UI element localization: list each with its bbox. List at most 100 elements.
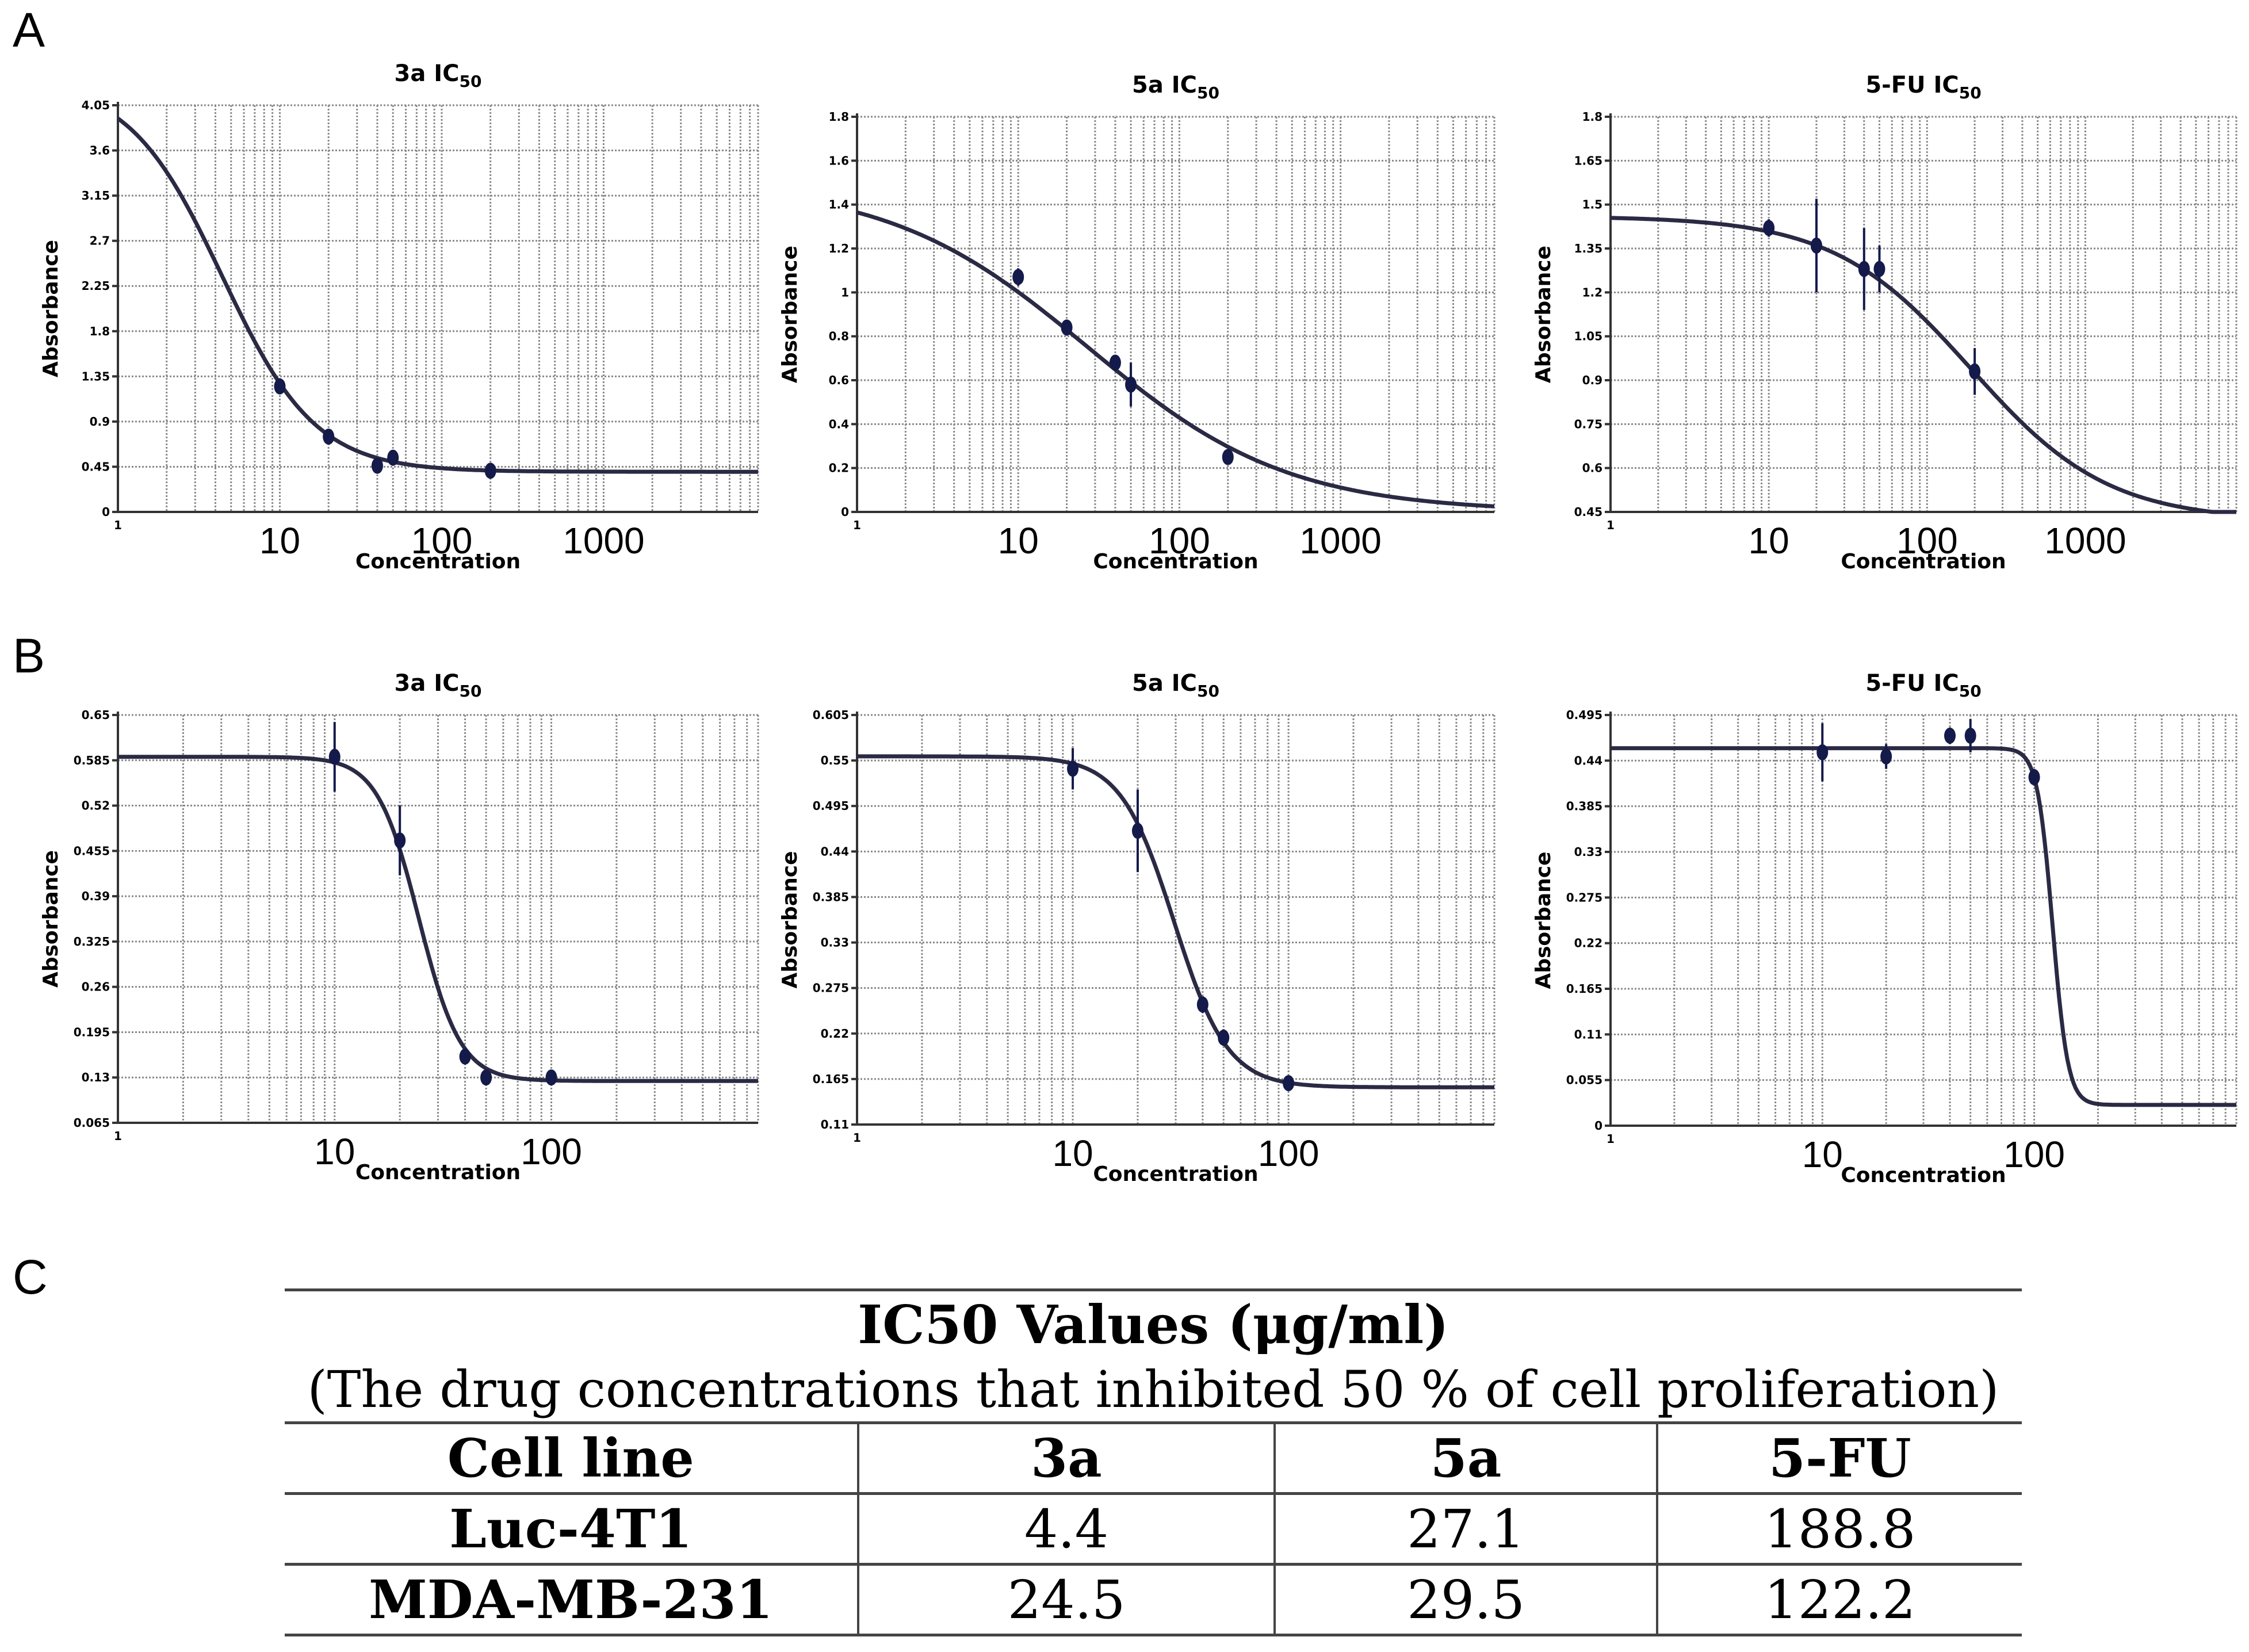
y-tick-label: 0.4 [829, 417, 849, 431]
y-tick-label: 0.44 [821, 844, 849, 858]
data-point [2028, 769, 2040, 786]
x-tick-label: 10 [1052, 1133, 1093, 1174]
y-tick-label: 4.05 [82, 98, 110, 112]
y-tick-label: 0 [102, 505, 110, 519]
row-value-5a: 27.1 [1273, 1493, 1657, 1565]
data-point [1816, 744, 1829, 760]
y-tick-label: 1.8 [90, 324, 110, 338]
data-point [480, 1069, 492, 1086]
table-title: IC50 Values (μg/ml) [858, 1294, 1449, 1356]
fit-curve [118, 755, 758, 1083]
y-tick-label: 0.385 [1566, 800, 1602, 813]
data-point [1283, 1075, 1295, 1092]
y-tick-label: 0.45 [82, 460, 110, 473]
x-origin-label: 1 [1607, 1132, 1615, 1146]
x-tick-label: 100 [1149, 520, 1210, 561]
y-tick-label: 0.165 [1566, 982, 1602, 996]
y-tick-label: 1 [841, 285, 849, 299]
x-tick-label: 100 [521, 1131, 582, 1172]
y-tick-label: 0.385 [813, 890, 849, 904]
y-tick-label: 0.11 [821, 1118, 849, 1131]
data-point [1125, 376, 1137, 393]
chart-title-subscript: 50 [1197, 682, 1219, 701]
ic50-table: IC50 Values (μg/ml) (The drug concentrat… [285, 1288, 2022, 1636]
y-tick-label: 1.8 [829, 110, 849, 124]
y-tick-label: 0.9 [1582, 373, 1602, 387]
y-tick-label: 3.6 [90, 144, 110, 158]
x-tick-label: 10 [314, 1131, 355, 1172]
panel-label-a: A [13, 3, 45, 57]
y-tick-label: 0 [1594, 1119, 1602, 1133]
y-tick-label: 1.8 [1582, 110, 1602, 124]
x-tick-label: 100 [2003, 1134, 2065, 1175]
chart-title: 3a IC50 [395, 60, 482, 91]
y-tick-label: 2.25 [82, 279, 110, 293]
data-point [394, 832, 406, 849]
x-origin-label: 1 [1607, 518, 1615, 532]
x-tick-label: 10 [259, 520, 300, 561]
chart-title: 5-FU IC50 [1865, 670, 1981, 701]
x-axis-label: Concentration [355, 550, 521, 573]
data-point [1873, 261, 1885, 277]
y-tick-label: 0.8 [829, 330, 849, 343]
y-tick-label: 0.13 [82, 1070, 110, 1084]
data-point [371, 457, 383, 474]
chart-title-subscript: 50 [460, 682, 482, 701]
x-tick-label: 1000 [1299, 520, 1381, 561]
y-tick-label: 0.75 [1574, 417, 1602, 431]
header-5fu: 5-FU [1655, 1422, 2022, 1494]
x-axis-label: Concentration [1841, 550, 2006, 573]
x-tick-label: 10 [1749, 520, 1789, 561]
data-point [1858, 261, 1870, 277]
data-point [323, 429, 335, 445]
y-tick-label: 1.4 [829, 198, 849, 212]
x-tick-label: 100 [1896, 520, 1958, 561]
data-point [1012, 269, 1024, 285]
x-origin-label: 1 [114, 518, 122, 532]
header-3a: 3a [856, 1422, 1275, 1494]
y-tick-label: 0.065 [74, 1116, 110, 1130]
y-tick-label: 0.6 [829, 373, 849, 387]
y-tick-label: 0.9 [90, 415, 110, 429]
y-axis-label: Absorbance [778, 246, 802, 383]
y-tick-label: 0.39 [82, 889, 110, 903]
fit-curve [1611, 746, 2236, 1107]
data-point [459, 1048, 471, 1065]
x-tick-label: 1000 [563, 520, 644, 561]
y-tick-label: 0.055 [1566, 1073, 1602, 1087]
y-tick-label: 0.33 [821, 936, 849, 950]
y-tick-label: 1.6 [829, 154, 849, 167]
y-tick-label: 1.2 [1582, 285, 1602, 299]
row-cell-line: MDA-MB-231 [368, 1569, 773, 1631]
y-tick-label: 0.2 [829, 461, 849, 475]
y-axis-label: Absorbance [778, 851, 802, 989]
y-axis-label: Absorbance [1532, 246, 1555, 383]
x-tick-label: 100 [411, 520, 473, 561]
y-tick-label: 0.65 [82, 708, 110, 722]
y-axis-label: Absorbance [39, 240, 63, 377]
y-tick-label: 0.325 [74, 935, 110, 949]
data-point [545, 1069, 557, 1086]
data-point [1131, 823, 1143, 839]
x-axis-label: Concentration [1841, 1164, 2006, 1187]
x-origin-label: 1 [853, 518, 861, 532]
y-tick-label: 0.275 [1566, 890, 1602, 904]
table-row: MDA-MB-231 24.5 29.5 122.2 [285, 1564, 2022, 1635]
data-point [1880, 748, 1892, 765]
table-header-row: Cell line 3a 5a 5-FU [285, 1422, 2022, 1494]
row-cell-line: Luc-4T1 [449, 1498, 693, 1560]
y-tick-label: 0.165 [813, 1072, 849, 1086]
fit-curve [1610, 216, 2236, 514]
table-subtitle: (The drug concentrations that inhibited … [307, 1360, 1999, 1419]
y-tick-label: 0.585 [74, 754, 110, 767]
x-origin-label: 1 [853, 1131, 861, 1145]
header-5a: 5a [1273, 1422, 1657, 1494]
x-axis-label: Concentration [1093, 1162, 1258, 1186]
y-tick-label: 2.7 [90, 234, 110, 248]
data-point [1944, 728, 1956, 744]
x-axis-label: Concentration [355, 1161, 521, 1184]
